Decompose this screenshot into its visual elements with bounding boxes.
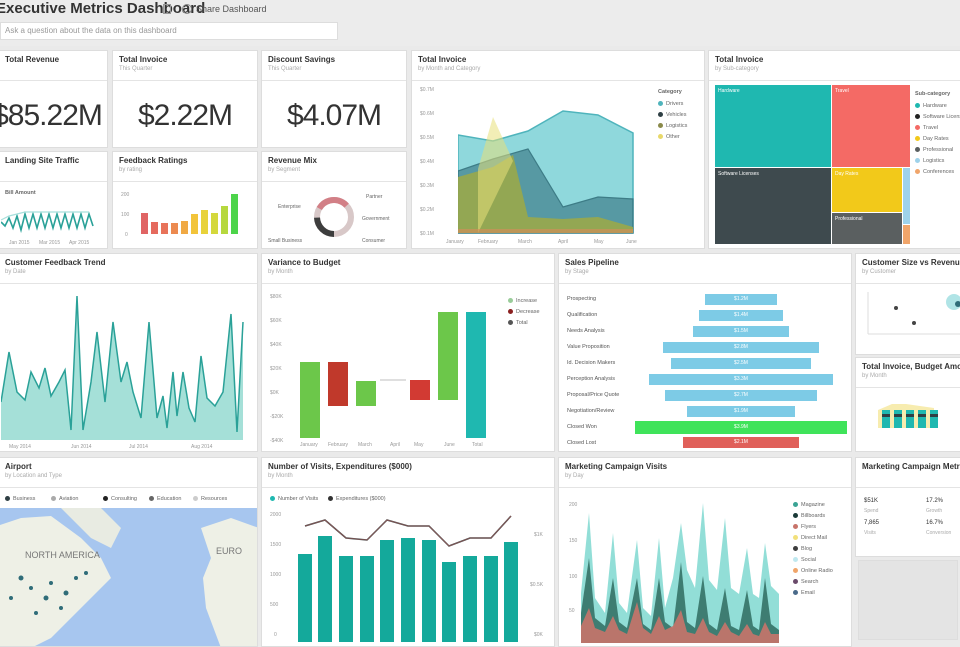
- revenue-donut-chart: [314, 197, 354, 237]
- total-invoice-card[interactable]: Total Invoice This Quarter $2.22M: [112, 50, 258, 148]
- treemap-cell[interactable]: [903, 168, 910, 224]
- legend-item: Logistics: [915, 158, 944, 164]
- funnel-bar[interactable]: $2.7M: [665, 390, 817, 401]
- invoice-area-tile[interactable]: Total Invoice by Month and Category $0.7M…: [411, 50, 705, 249]
- legend-item: Email: [793, 590, 815, 596]
- legend-item: Travel: [915, 125, 938, 131]
- map-tile[interactable]: Airport by Location and Type Business Avi…: [0, 457, 258, 647]
- campaign-tile[interactable]: Marketing Campaign Visits by Day 200 150 …: [558, 457, 852, 647]
- visits-tile[interactable]: Number of Visits, Expenditures ($000) by …: [261, 457, 555, 647]
- funnel-bar[interactable]: $1.9M: [687, 406, 795, 417]
- legend-item: Other: [658, 134, 680, 140]
- funnel-bar-closed-lost[interactable]: $2.1M: [683, 437, 799, 448]
- revenue-mix-tile[interactable]: Revenue Mix by Segment Enterprise Partner…: [261, 151, 407, 249]
- feedback-trend-tile[interactable]: Customer Feedback Trend by Date May 2014 …: [0, 253, 258, 452]
- total-revenue-card[interactable]: Total Revenue $85.22M: [0, 50, 108, 148]
- discount-savings-card[interactable]: Discount Savings This Quarter $4.07M: [261, 50, 407, 148]
- legend-item: Total: [508, 320, 528, 326]
- legend-item: Online Radio: [793, 568, 833, 574]
- legend-item: Resources: [193, 496, 227, 502]
- legend-item: Search: [793, 579, 818, 585]
- share-dashboard-button[interactable]: Share Dashboard: [182, 4, 267, 14]
- campaign-area-chart: [581, 503, 779, 643]
- legend-item: Consulting: [103, 496, 137, 502]
- treemap-cell[interactable]: Software Licenses: [715, 168, 831, 244]
- legend-item: Software Licenses: [915, 114, 960, 120]
- treemap-cell[interactable]: Professional: [832, 213, 902, 244]
- invoice-budget-chart: [878, 404, 938, 428]
- customer-scatter-tile[interactable]: Customer Size vs Revenue by Customer: [855, 253, 960, 355]
- dashboard-title: Executive Metrics Dashboard: [0, 0, 206, 17]
- variance-waterfall-chart: [300, 312, 486, 438]
- legend-item: Flyers: [793, 524, 816, 530]
- treemap-cell[interactable]: Travel: [832, 85, 910, 167]
- empty-tile-placeholder: [858, 560, 958, 640]
- sales-pipeline-tile[interactable]: Sales Pipeline by Stage Prospecting Quali…: [558, 253, 852, 452]
- legend-item: Business: [5, 496, 35, 502]
- legend-item: Direct Mail: [793, 535, 827, 541]
- feedback-bar-chart: [141, 194, 238, 234]
- invoice-area-chart: [458, 110, 634, 234]
- legend-item: Drivers: [658, 101, 683, 107]
- legend-item: Blog: [793, 546, 812, 552]
- legend-item: Billboards: [793, 513, 825, 519]
- legend-item: Aviation: [51, 496, 78, 502]
- legend-item: Expenditures ($000): [328, 496, 386, 502]
- treemap-tile[interactable]: Total Invoice by Sub-category Hardware Tr…: [708, 50, 960, 249]
- site-traffic-tile[interactable]: Landing Site Traffic Bill Amount Jan 201…: [0, 151, 108, 249]
- legend-item: Logistics: [658, 123, 687, 129]
- kpi-value: $4.07M: [286, 99, 382, 132]
- legend-item: Vehicles: [658, 112, 687, 118]
- legend-item: Increase: [508, 298, 537, 304]
- legend-item: Social: [793, 557, 816, 563]
- treemap-cell[interactable]: Day Rates: [832, 168, 902, 212]
- feedback-trend-chart: [1, 295, 244, 440]
- favorite-icon[interactable]: [163, 4, 171, 14]
- traffic-line-chart: [1, 210, 94, 234]
- treemap-cell[interactable]: [903, 225, 910, 244]
- kpi-value: $2.22M: [137, 99, 233, 132]
- legend-item: Conferences: [915, 169, 954, 175]
- funnel-bar[interactable]: $1.4M: [699, 310, 783, 321]
- kpi-value: $85.22M: [0, 99, 103, 132]
- funnel-bar[interactable]: $1.2M: [705, 294, 777, 305]
- legend-item: Hardware: [915, 103, 947, 109]
- variance-tile[interactable]: Variance to Budget by Month $80K $60K $40…: [261, 253, 555, 452]
- feedback-ratings-tile[interactable]: Feedback Ratings by rating 200 100 0: [112, 151, 258, 249]
- visits-combo-chart: [298, 515, 518, 642]
- legend-item: Professional: [915, 147, 953, 153]
- map-chart[interactable]: [0, 508, 258, 647]
- funnel-bar[interactable]: $2.8M: [663, 342, 819, 353]
- share-icon: [182, 4, 192, 14]
- funnel-bar[interactable]: $2.5M: [671, 358, 811, 369]
- legend-item: Day Rates: [915, 136, 949, 142]
- campaign-metrics-tile[interactable]: Marketing Campaign Metrics $51K Spend 17…: [855, 457, 960, 557]
- funnel-bar[interactable]: $1.5M: [693, 326, 789, 337]
- legend-item: Decrease: [508, 309, 540, 315]
- customer-scatter-chart: [867, 292, 960, 335]
- qa-input[interactable]: Ask a question about the data on this da…: [0, 22, 338, 40]
- treemap-cell[interactable]: Hardware: [715, 85, 831, 167]
- legend-item: Magazine: [793, 502, 825, 508]
- funnel-bar-closed-won[interactable]: $3.9M: [635, 421, 847, 434]
- invoice-budget-tile[interactable]: Total Invoice, Budget Amountby Month: [855, 357, 960, 452]
- top-bar: Executive Metrics Dashboard Share Dashbo…: [0, 0, 960, 46]
- funnel-bar[interactable]: $3.3M: [649, 374, 833, 385]
- legend-item: Number of Visits: [270, 496, 318, 502]
- legend-item: Education: [149, 496, 181, 502]
